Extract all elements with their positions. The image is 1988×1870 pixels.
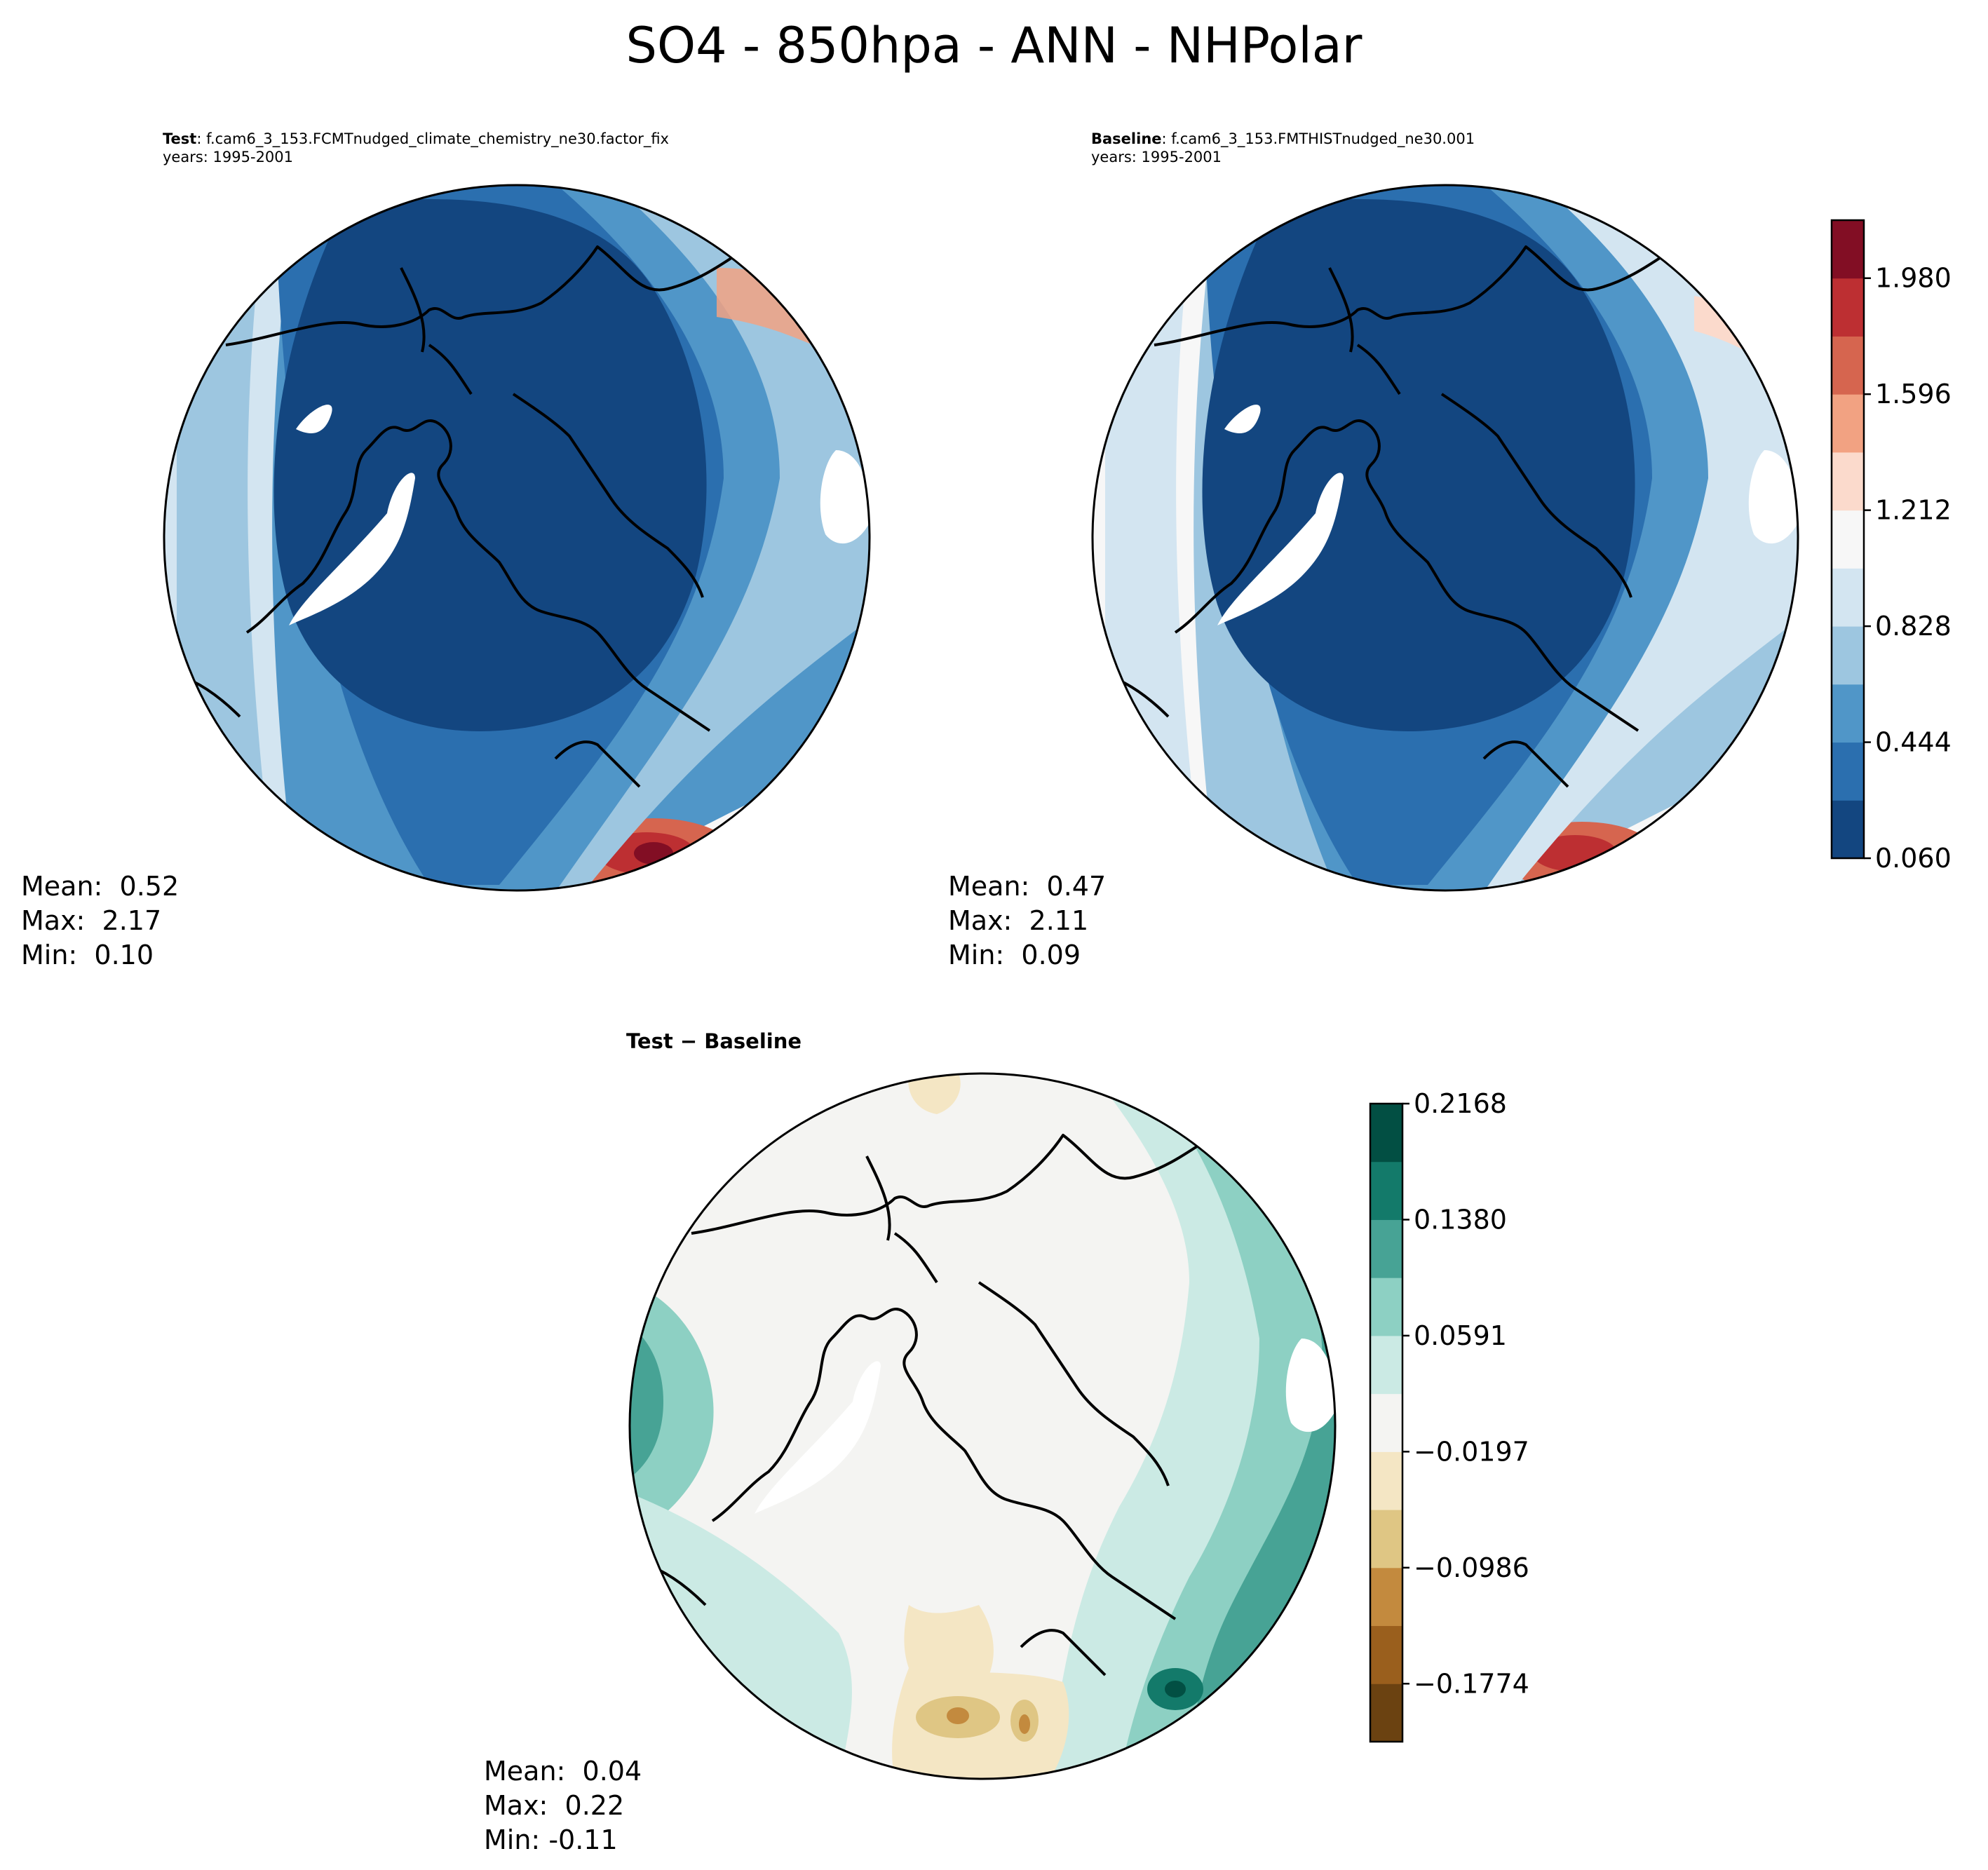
baseline-mean-value: 0.47 <box>1046 871 1107 902</box>
diff-coastlines <box>642 1113 1261 1676</box>
baseline-coastlines <box>1104 224 1724 788</box>
test-max-value: 2.17 <box>102 905 162 936</box>
diff-field-n-tan <box>908 1073 961 1114</box>
test-min-label: Min: <box>21 940 78 970</box>
diff-colorbar-swatch <box>1370 1510 1402 1569</box>
diff-field-west-strong <box>630 1324 663 1479</box>
diff-max-label: Max: <box>484 1790 548 1821</box>
baseline-label-value: : f.cam6_3_153.FMTHISTnudged_ne30.001 <box>1161 130 1475 147</box>
diff-colorbar-swatch <box>1370 1335 1402 1395</box>
main-colorbar-tick-label: 0.444 <box>1875 727 1952 758</box>
diff-min-value: -0.11 <box>548 1824 618 1855</box>
diff-colorbar-tick-label: −0.0986 <box>1414 1552 1529 1583</box>
diff-field-s-min <box>947 1707 969 1724</box>
main-colorbar-swatch <box>1832 220 1864 279</box>
diff-colorbar-swatch <box>1370 1104 1402 1163</box>
main-colorbar-swatch <box>1832 510 1864 569</box>
diff-stats: Mean: 0.04 Max: 0.22 Min: -0.11 <box>484 1754 642 1857</box>
diff-colorbar-swatch <box>1370 1161 1402 1220</box>
test-mean-value: 0.52 <box>119 871 180 902</box>
test-missing-east <box>820 450 870 544</box>
diff-colorbar-swatch <box>1370 1219 1402 1278</box>
test-label-key: Test <box>163 130 197 147</box>
diff-colorbar-swatch <box>1370 1451 1402 1510</box>
main-colorbar-tick-label: 1.980 <box>1875 263 1952 294</box>
baseline-max-value: 2.11 <box>1029 905 1089 936</box>
diff-colorbar-swatch <box>1370 1625 1402 1684</box>
main-colorbar-tick-label: 1.596 <box>1875 379 1952 409</box>
main-colorbar-swatch <box>1832 742 1864 801</box>
diff-polar-map <box>628 1072 1337 1780</box>
main-colorbar-swatch <box>1832 394 1864 453</box>
main-colorbar-swatch <box>1832 336 1864 395</box>
test-field-se-red <box>703 829 870 890</box>
baseline-min-label: Min: <box>948 940 1005 970</box>
figure-title: SO4 - 850hpa - ANN - NHPolar <box>626 17 1362 74</box>
diff-field-west-mid <box>630 1282 714 1521</box>
diff-field-se-spot-core <box>1165 1681 1186 1698</box>
diff-colorbar-swatch <box>1370 1393 1402 1452</box>
diff-colorbar-tick-label: −0.1774 <box>1414 1668 1529 1699</box>
test-years: years: 1995-2001 <box>163 149 294 165</box>
diff-mean-value: 0.04 <box>582 1756 642 1787</box>
baseline-min-value: 0.09 <box>1021 940 1081 970</box>
main-colorbar-tick-label: 0.828 <box>1875 611 1952 642</box>
diff-colorbar-swatch <box>1370 1683 1402 1742</box>
baseline-years: years: 1995-2001 <box>1091 149 1222 165</box>
test-mean-label: Mean: <box>21 871 103 902</box>
main-colorbar-tick-label: 0.060 <box>1875 843 1952 874</box>
main-colorbar-swatch <box>1832 684 1864 743</box>
diff-field-s-min2 <box>1019 1714 1030 1734</box>
baseline-mean-label: Mean: <box>948 871 1030 902</box>
test-stats: Mean: 0.52 Max: 2.17 Min: 0.10 <box>21 869 179 973</box>
main-colorbar-frame <box>1830 219 1865 860</box>
diff-greenland-missing <box>755 1361 881 1514</box>
test-panel-label: Test: f.cam6_3_153.FCMTnudged_climate_ch… <box>163 130 669 148</box>
diff-colorbar-tick-label: −0.0197 <box>1414 1436 1529 1467</box>
test-missing-patch <box>296 405 332 433</box>
baseline-greenland-missing <box>1217 473 1344 625</box>
test-coastlines <box>176 224 795 788</box>
test-field-max <box>634 842 673 865</box>
main-colorbar-tick-label: 1.212 <box>1875 495 1952 526</box>
diff-colorbar-tick-label: 0.2168 <box>1414 1088 1507 1119</box>
baseline-field-core <box>1202 199 1635 731</box>
diff-mean-label: Mean: <box>484 1756 566 1787</box>
diff-max-value: 0.22 <box>564 1790 625 1821</box>
baseline-missing-east <box>1748 450 1798 544</box>
diff-colorbar-swatch <box>1370 1567 1402 1627</box>
diff-colorbar: −0.1774 −0.0986 −0.0197 0.0591 0.1380 0.2168 <box>1369 1088 1529 1743</box>
main-colorbar-swatch <box>1832 626 1864 685</box>
test-field-core <box>273 199 707 731</box>
diff-colorbar-swatch <box>1370 1278 1402 1336</box>
main-colorbar-swatch <box>1832 568 1864 627</box>
main-colorbar: 0.060 0.444 0.828 1.212 1.596 1.980 <box>1830 219 1952 874</box>
test-label-value: : f.cam6_3_153.FCMTnudged_climate_chemis… <box>196 130 669 147</box>
test-map-boundary <box>163 184 871 892</box>
main-colorbar-swatch <box>1832 452 1864 511</box>
baseline-max-label: Max: <box>948 905 1013 936</box>
diff-min-label: Min: <box>484 1824 541 1855</box>
baseline-map-boundary <box>1091 184 1799 892</box>
test-polar-map <box>163 184 871 892</box>
test-greenland-missing <box>289 473 415 625</box>
diff-missing-east <box>1285 1339 1335 1432</box>
diff-panel-title: Test − Baseline <box>626 1029 802 1053</box>
diff-colorbar-tick-label: 0.0591 <box>1414 1320 1507 1351</box>
baseline-stats: Mean: 0.47 Max: 2.11 Min: 0.09 <box>948 869 1106 973</box>
baseline-label-key: Baseline <box>1091 130 1162 147</box>
main-colorbar-swatch <box>1832 278 1864 337</box>
test-max-label: Max: <box>21 905 86 936</box>
baseline-missing-patch <box>1224 405 1261 433</box>
main-colorbar-swatch <box>1832 800 1864 859</box>
diff-map-boundary <box>628 1072 1337 1780</box>
test-min-value: 0.10 <box>94 940 154 970</box>
baseline-panel-label: Baseline: f.cam6_3_153.FMTHISTnudged_ne3… <box>1091 130 1475 148</box>
baseline-polar-map <box>1091 184 1799 892</box>
diff-colorbar-frame <box>1369 1102 1404 1743</box>
diff-colorbar-tick-label: 0.1380 <box>1414 1204 1507 1235</box>
